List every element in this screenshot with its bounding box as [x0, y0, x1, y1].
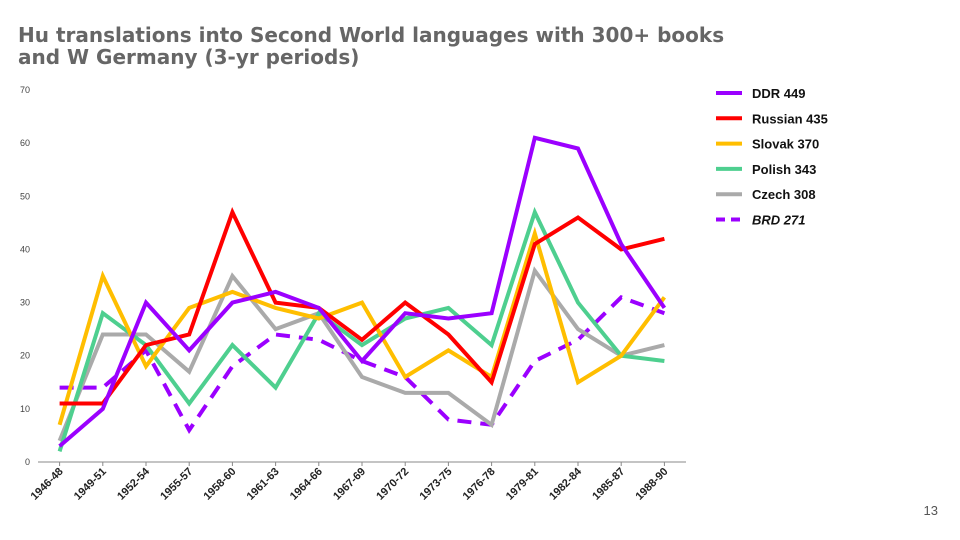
legend-label: DDR 449 [752, 86, 805, 101]
chart-title: Hu translations into Second World langua… [18, 23, 725, 69]
series-line-brd [59, 294, 666, 434]
y-tick-label: 40 [20, 244, 30, 254]
y-tick-label: 20 [20, 351, 30, 361]
legend-label: Slovak 370 [752, 137, 819, 152]
y-tick-label: 10 [20, 404, 30, 414]
y-tick-label: 0 [25, 457, 30, 467]
x-tick-label: 1976-78 [461, 466, 498, 503]
x-tick-label: 1988-90 [633, 466, 670, 503]
y-tick-label: 50 [20, 191, 30, 201]
y-tick-label: 30 [20, 298, 30, 308]
x-tick-label: 1958-60 [201, 466, 238, 503]
x-tick-label: 1952-54 [115, 465, 153, 503]
series-line-polish [57, 206, 665, 452]
x-tick-label: 1985-87 [590, 466, 627, 503]
y-tick-label: 60 [20, 138, 30, 148]
y-tick-label: 70 [20, 85, 30, 95]
series-line-slovak [57, 226, 667, 426]
x-tick-label: 1982-84 [547, 465, 585, 503]
x-tick-label: 1946-48 [29, 466, 66, 503]
slide-number: 13 [923, 503, 938, 518]
x-tick-label: 1979-81 [504, 466, 541, 503]
x-tick-label: 1955-57 [158, 466, 195, 503]
x-tick-label: 1970-72 [374, 466, 411, 503]
series-line-russian [59, 206, 665, 406]
x-tick-label: 1964-66 [288, 466, 325, 503]
x-tick-label: 1967-69 [331, 466, 368, 503]
x-tick-label: 1961-63 [245, 466, 282, 503]
series-line-ddr [58, 135, 667, 448]
legend-label: Polish 343 [752, 162, 816, 177]
legend-label: Czech 308 [752, 187, 816, 202]
x-tick-label: 1949-51 [72, 466, 109, 503]
legend-label: Russian 435 [752, 111, 828, 126]
legend-label: BRD 271 [752, 213, 805, 228]
x-tick-label: 1973-75 [417, 466, 454, 503]
